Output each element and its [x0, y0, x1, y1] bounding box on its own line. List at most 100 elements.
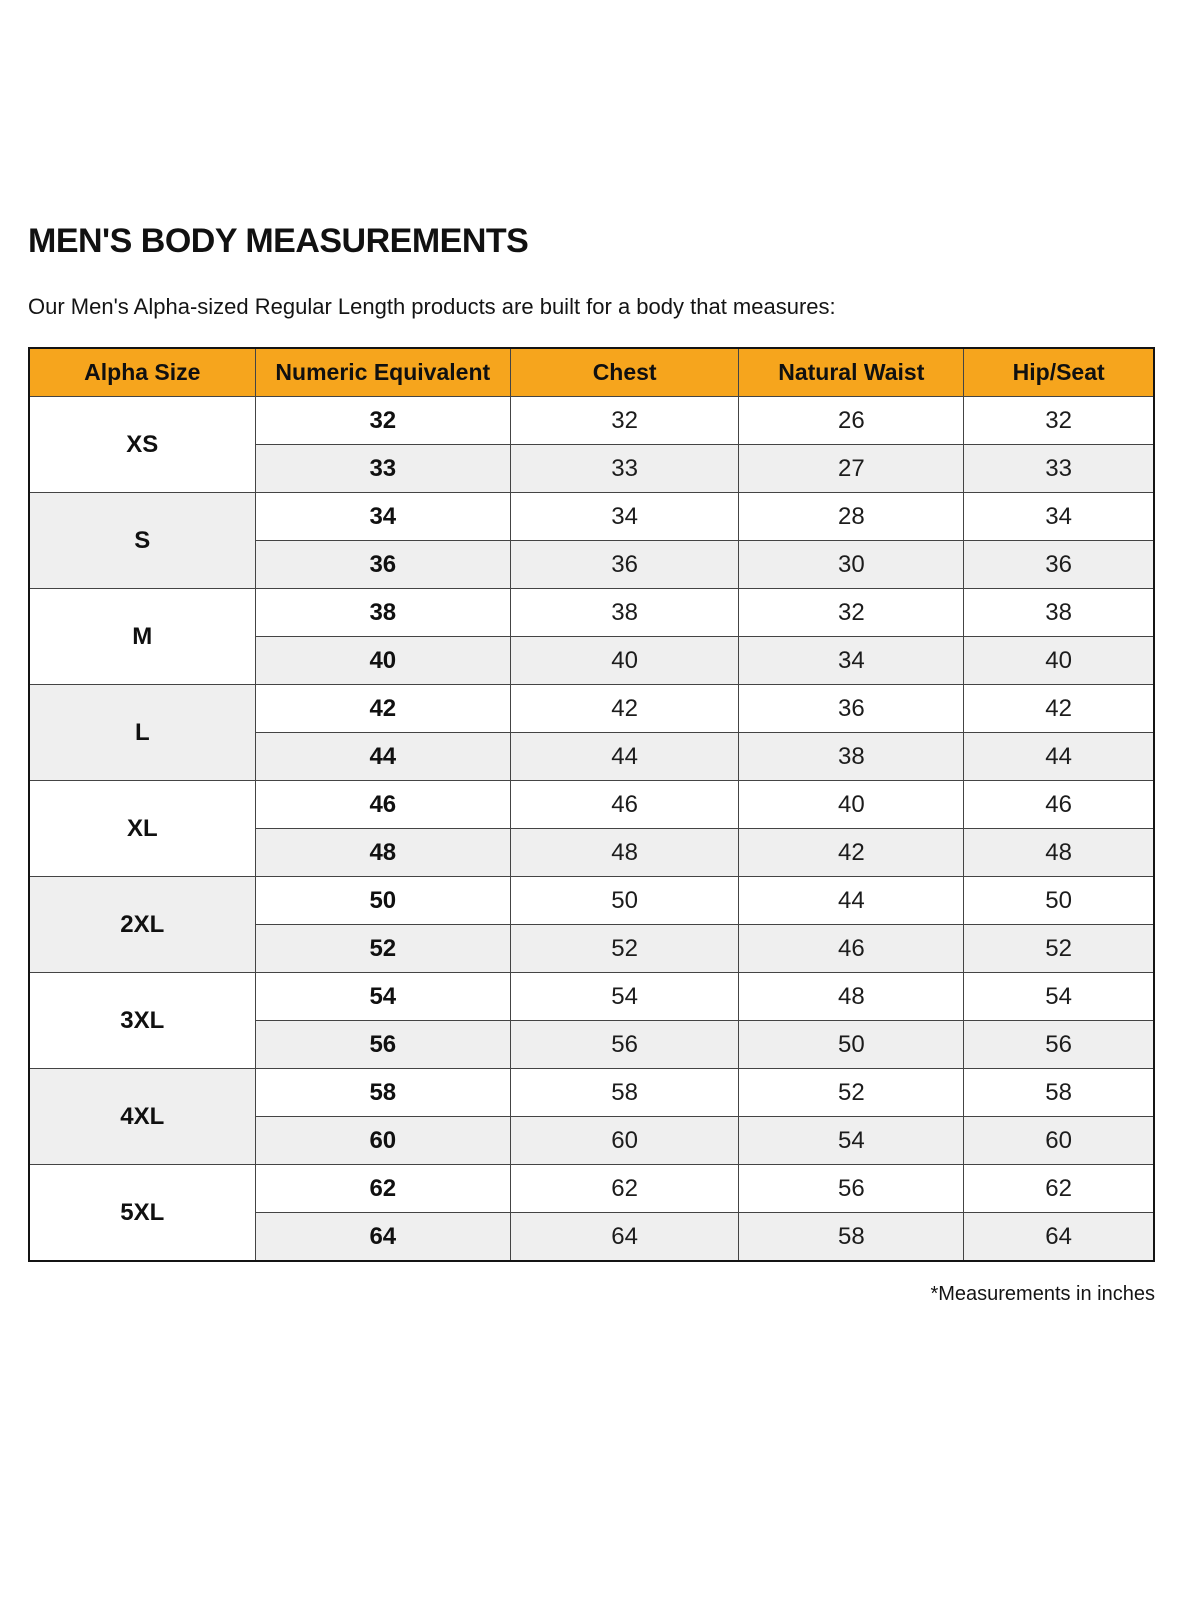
natural-waist-cell: 27: [738, 444, 965, 493]
hip-seat-cell: 60: [963, 1116, 1155, 1165]
hip-seat-cell: 32: [963, 396, 1155, 445]
natural-waist-cell: 54: [738, 1116, 965, 1165]
natural-waist-cell: 44: [738, 876, 965, 925]
hip-seat-cell: 48: [963, 828, 1155, 877]
table-row: XS 32 32 26 32: [28, 396, 1155, 493]
alpha-size-cell: S: [28, 492, 256, 589]
natural-waist-cell: 36: [738, 684, 965, 733]
table-row: 52 52 46 52: [29, 924, 1155, 973]
alpha-size-cell: 3XL: [28, 972, 256, 1069]
natural-waist-cell: 42: [738, 828, 965, 877]
numeric-equivalent-cell: 54: [254, 972, 511, 1021]
numeric-equivalent-cell: 52: [254, 924, 511, 973]
numeric-equivalent-cell: 62: [254, 1164, 511, 1213]
alpha-size-cell: XL: [28, 780, 256, 877]
page-title: MEN'S BODY MEASUREMENTS: [28, 222, 529, 260]
chest-cell: 33: [509, 444, 740, 493]
column-header-natural-waist: Natural Waist: [738, 347, 965, 397]
table-row: 56 56 50 56: [29, 1020, 1155, 1069]
numeric-equivalent-cell: 58: [254, 1068, 511, 1117]
numeric-equivalent-cell: 46: [254, 780, 511, 829]
table-row: 64 64 58 64: [29, 1212, 1155, 1262]
hip-seat-cell: 44: [963, 732, 1155, 781]
table-row: 36 36 30 36: [29, 540, 1155, 589]
chest-cell: 48: [509, 828, 740, 877]
hip-seat-cell: 52: [963, 924, 1155, 973]
table-row: 40 40 34 40: [29, 636, 1155, 685]
table-row: 4XL 58 58 52 58: [28, 1068, 1155, 1165]
measurements-table: Alpha Size Numeric Equivalent Chest Natu…: [28, 347, 1155, 1262]
size-group-m: M 38 38 32 38 40 40 34 40: [28, 588, 1155, 685]
hip-seat-cell: 64: [963, 1212, 1155, 1262]
column-header-alpha-size: Alpha Size: [28, 347, 256, 397]
natural-waist-cell: 34: [738, 636, 965, 685]
hip-seat-cell: 58: [963, 1068, 1155, 1117]
numeric-equivalent-cell: 33: [254, 444, 511, 493]
size-group-xs: XS 32 32 26 32 33 33 27 33: [28, 396, 1155, 493]
column-header-numeric-equivalent: Numeric Equivalent: [254, 347, 511, 397]
table-row: XL 46 46 40 46: [28, 780, 1155, 877]
numeric-equivalent-cell: 50: [254, 876, 511, 925]
natural-waist-cell: 56: [738, 1164, 965, 1213]
numeric-equivalent-cell: 60: [254, 1116, 511, 1165]
chest-cell: 50: [509, 876, 740, 925]
natural-waist-cell: 58: [738, 1212, 965, 1262]
chest-cell: 58: [509, 1068, 740, 1117]
table-row: L 42 42 36 42: [28, 684, 1155, 781]
alpha-size-cell: 2XL: [28, 876, 256, 973]
hip-seat-cell: 54: [963, 972, 1155, 1021]
hip-seat-cell: 46: [963, 780, 1155, 829]
natural-waist-cell: 32: [738, 588, 965, 637]
natural-waist-cell: 28: [738, 492, 965, 541]
hip-seat-cell: 50: [963, 876, 1155, 925]
alpha-size-cell: M: [28, 588, 256, 685]
chest-cell: 56: [509, 1020, 740, 1069]
chest-cell: 62: [509, 1164, 740, 1213]
natural-waist-cell: 50: [738, 1020, 965, 1069]
table-row: 3XL 54 54 48 54: [28, 972, 1155, 1069]
size-group-3xl: 3XL 54 54 48 54 56 56 50 56: [28, 972, 1155, 1069]
size-group-4xl: 4XL 58 58 52 58 60 60 54 60: [28, 1068, 1155, 1165]
table-row: 60 60 54 60: [29, 1116, 1155, 1165]
alpha-size-cell: XS: [28, 396, 256, 493]
table-row: M 38 38 32 38: [28, 588, 1155, 685]
numeric-equivalent-cell: 32: [254, 396, 511, 445]
chest-cell: 54: [509, 972, 740, 1021]
table-row: 33 33 27 33: [29, 444, 1155, 493]
hip-seat-cell: 40: [963, 636, 1155, 685]
numeric-equivalent-cell: 42: [254, 684, 511, 733]
numeric-equivalent-cell: 56: [254, 1020, 511, 1069]
natural-waist-cell: 48: [738, 972, 965, 1021]
chest-cell: 52: [509, 924, 740, 973]
size-group-5xl: 5XL 62 62 56 62 64 64 58 64: [28, 1164, 1155, 1262]
table-row: 5XL 62 62 56 62: [28, 1164, 1155, 1262]
hip-seat-cell: 62: [963, 1164, 1155, 1213]
column-header-hip-seat: Hip/Seat: [963, 347, 1155, 397]
hip-seat-cell: 56: [963, 1020, 1155, 1069]
alpha-size-cell: 5XL: [28, 1164, 256, 1262]
chest-cell: 40: [509, 636, 740, 685]
numeric-equivalent-cell: 64: [254, 1212, 511, 1262]
chest-cell: 42: [509, 684, 740, 733]
table-row: S 34 34 28 34: [28, 492, 1155, 589]
hip-seat-cell: 33: [963, 444, 1155, 493]
table-row: 2XL 50 50 44 50: [28, 876, 1155, 973]
natural-waist-cell: 30: [738, 540, 965, 589]
measurements-footnote: *Measurements in inches: [930, 1283, 1155, 1305]
page-subtitle: Our Men's Alpha-sized Regular Length pro…: [28, 294, 836, 319]
hip-seat-cell: 42: [963, 684, 1155, 733]
natural-waist-cell: 52: [738, 1068, 965, 1117]
chest-cell: 32: [509, 396, 740, 445]
size-group-2xl: 2XL 50 50 44 50 52 52 46 52: [28, 876, 1155, 973]
chest-cell: 44: [509, 732, 740, 781]
natural-waist-cell: 40: [738, 780, 965, 829]
chest-cell: 46: [509, 780, 740, 829]
hip-seat-cell: 38: [963, 588, 1155, 637]
size-group-s: S 34 34 28 34 36 36 30 36: [28, 492, 1155, 589]
alpha-size-cell: L: [28, 684, 256, 781]
numeric-equivalent-cell: 48: [254, 828, 511, 877]
natural-waist-cell: 46: [738, 924, 965, 973]
chest-cell: 60: [509, 1116, 740, 1165]
table-row: 48 48 42 48: [29, 828, 1155, 877]
